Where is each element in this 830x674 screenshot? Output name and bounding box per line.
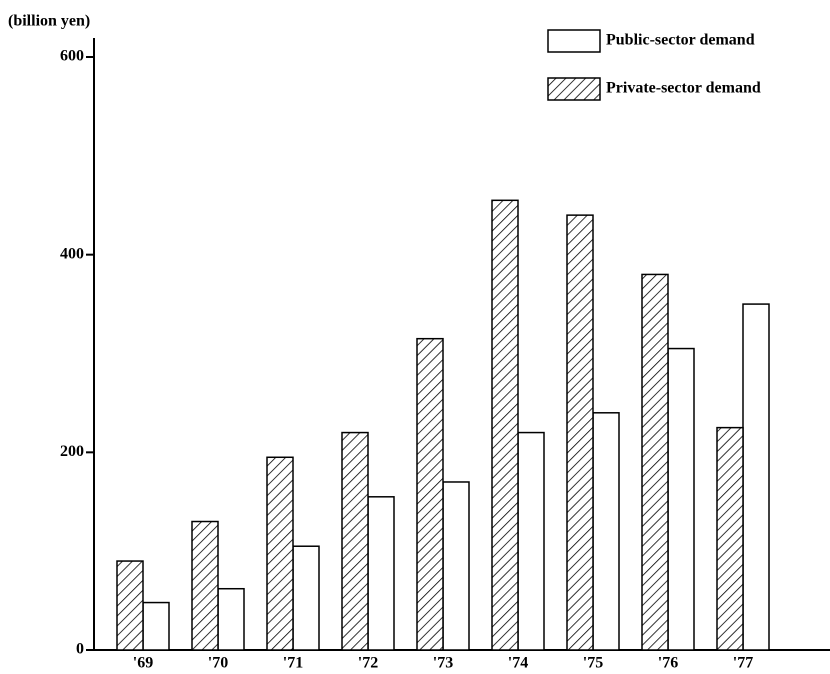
bar [367, 496, 395, 651]
x-tick-label: '71 [283, 655, 303, 672]
legend-label: Public-sector demand [606, 32, 755, 49]
x-tick-label: '70 [208, 655, 228, 672]
bar [517, 431, 545, 651]
x-tick-label: '74 [508, 655, 528, 672]
bar [641, 273, 669, 651]
bar [266, 456, 294, 651]
x-tick-label: '69 [133, 655, 153, 672]
y-tick-label: 200 [60, 443, 84, 460]
bar [191, 520, 219, 651]
bar [416, 337, 444, 651]
x-tick-label: '72 [358, 655, 378, 672]
y-tick-label: 600 [60, 48, 84, 65]
x-tick-label: '73 [433, 655, 453, 672]
bar [217, 587, 245, 651]
x-tick-label: '75 [583, 655, 603, 672]
y-axis-label: (billion yen) [8, 13, 90, 30]
y-tick-label: 0 [76, 641, 84, 658]
bar [667, 347, 695, 651]
bar [341, 431, 369, 651]
bar [491, 199, 519, 651]
bar [292, 545, 320, 651]
x-tick-label: '77 [733, 655, 753, 672]
x-tick-label: '76 [658, 655, 678, 672]
bar [566, 214, 594, 651]
legend-swatch [547, 77, 601, 101]
legend-label: Private-sector demand [606, 80, 761, 97]
bar [116, 560, 144, 651]
bar [442, 481, 470, 651]
bar [716, 426, 744, 651]
legend-swatch [547, 29, 601, 53]
y-tick-label: 400 [60, 245, 84, 262]
bar [142, 601, 170, 651]
bar [592, 412, 620, 651]
bar [742, 303, 770, 651]
